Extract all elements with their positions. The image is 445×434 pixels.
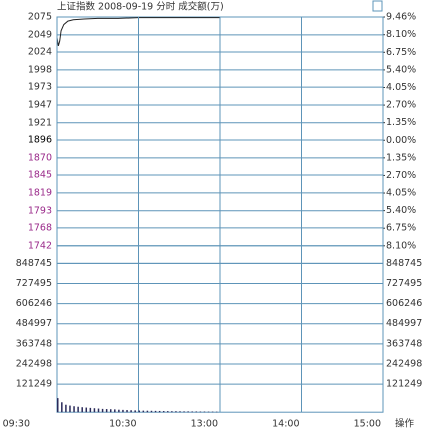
volume-bar bbox=[61, 402, 63, 413]
y-tick-label-right: 606246 bbox=[386, 298, 422, 309]
volume-bar bbox=[158, 410, 161, 413]
y-tick-label-right: 727495 bbox=[386, 278, 422, 289]
volume-bar bbox=[187, 411, 189, 413]
y2-tick-label: 5.40% bbox=[386, 205, 416, 216]
y-tick-label: 1947 bbox=[28, 99, 52, 110]
y-tick-label-right: 363748 bbox=[386, 338, 422, 349]
volume-bar bbox=[101, 408, 104, 413]
y-tick-label-right: 121249 bbox=[386, 379, 422, 390]
y-tick-label: 1819 bbox=[28, 187, 52, 198]
volume-bar bbox=[89, 407, 92, 413]
volume-bar bbox=[73, 406, 75, 413]
y2-tick-label: 2.70% bbox=[386, 100, 416, 111]
y2-tick-label: 8.10% bbox=[386, 240, 416, 251]
y-tick-label: 1921 bbox=[28, 117, 52, 128]
y2-tick-label: 6.75% bbox=[386, 223, 416, 234]
y2-tick-label: 1.35% bbox=[386, 152, 416, 163]
volume-bar bbox=[195, 411, 198, 413]
x-tick-label: 15:00 bbox=[354, 419, 381, 430]
volume-bar bbox=[154, 410, 157, 413]
y-tick-label: 1768 bbox=[28, 222, 52, 233]
volume-bar bbox=[118, 409, 120, 413]
volume-bar bbox=[211, 411, 214, 413]
window-icon[interactable] bbox=[372, 0, 383, 12]
y-tick-label: 2049 bbox=[28, 29, 52, 40]
x-tick-label: 10:30 bbox=[109, 419, 136, 430]
volume-bar bbox=[85, 407, 88, 413]
y2-tick-label: 4.05% bbox=[386, 188, 416, 199]
y2-tick-label: 5.40% bbox=[386, 64, 416, 75]
volume-bar bbox=[126, 410, 128, 413]
y2-tick-label: 2.70% bbox=[386, 170, 416, 181]
y-tick-label-right: 242498 bbox=[386, 358, 422, 369]
volume-bar bbox=[57, 398, 59, 413]
volume-bar bbox=[175, 411, 177, 413]
y-tick-label: 1845 bbox=[28, 170, 52, 181]
y-tick-label: 2024 bbox=[28, 47, 52, 58]
y-tick-label: 727495 bbox=[16, 278, 52, 289]
volume-bar bbox=[146, 410, 149, 413]
volume-bar bbox=[65, 404, 67, 413]
volume-bar bbox=[183, 411, 185, 413]
volume-bar bbox=[191, 411, 193, 413]
x-tick-label: 09:30 bbox=[3, 419, 30, 430]
y-tick-label: 848745 bbox=[16, 258, 52, 269]
volume-bar bbox=[93, 408, 96, 413]
y-tick-label-right: 848745 bbox=[386, 258, 422, 269]
y-tick-label: 121249 bbox=[16, 379, 52, 390]
y-tick-label: 606246 bbox=[16, 298, 52, 309]
volume-bar bbox=[150, 410, 153, 413]
y2-tick-label: 6.75% bbox=[386, 47, 416, 58]
chart-title: 上证指数 2008-09-19 分时 成交额(万) bbox=[57, 1, 224, 13]
volume-bar bbox=[105, 409, 108, 413]
volume-bar bbox=[134, 410, 136, 413]
y2-tick-label: 8.10% bbox=[386, 29, 416, 40]
y-tick-label: 242498 bbox=[16, 358, 52, 369]
y2-tick-label: 1.35% bbox=[386, 117, 416, 128]
x-tick-label: 13:00 bbox=[191, 419, 218, 430]
y-tick-label: 1742 bbox=[28, 240, 52, 251]
y-tick-label: 1793 bbox=[28, 205, 52, 216]
y2-tick-label: 9.46% bbox=[386, 12, 416, 23]
y2-tick-label: 4.05% bbox=[386, 82, 416, 93]
y-tick-label: 1896 bbox=[28, 134, 52, 145]
volume-bar bbox=[179, 411, 181, 413]
action-button[interactable]: 操作 bbox=[395, 418, 415, 430]
volume-bar bbox=[69, 405, 71, 413]
y-tick-label: 484997 bbox=[16, 318, 52, 329]
x-tick-label: 14:00 bbox=[272, 419, 299, 430]
volume-bar bbox=[142, 410, 145, 413]
y-tick-label: 363748 bbox=[16, 338, 52, 349]
volume-bar bbox=[81, 407, 83, 413]
volume-bar bbox=[207, 411, 210, 413]
volume-bar bbox=[114, 409, 116, 413]
volume-bar bbox=[77, 406, 79, 413]
y-tick-label: 1870 bbox=[28, 152, 52, 163]
volume-bar bbox=[162, 411, 165, 413]
y-tick-label: 1998 bbox=[28, 64, 52, 75]
y-tick-label-right: 484997 bbox=[386, 318, 422, 329]
volume-bar bbox=[130, 410, 132, 413]
y-tick-label: 1973 bbox=[28, 82, 52, 93]
volume-bar bbox=[203, 411, 206, 413]
volume-bar bbox=[109, 409, 112, 413]
y2-tick-label: 0.00% bbox=[386, 135, 416, 146]
volume-bar bbox=[199, 411, 202, 413]
y-tick-label: 2075 bbox=[28, 12, 52, 23]
volume-bar bbox=[97, 408, 100, 413]
volume-bar bbox=[138, 410, 140, 413]
volume-bar bbox=[167, 411, 169, 413]
volume-bar bbox=[122, 409, 124, 413]
volume-bar bbox=[171, 411, 173, 413]
price-line bbox=[56, 17, 220, 46]
